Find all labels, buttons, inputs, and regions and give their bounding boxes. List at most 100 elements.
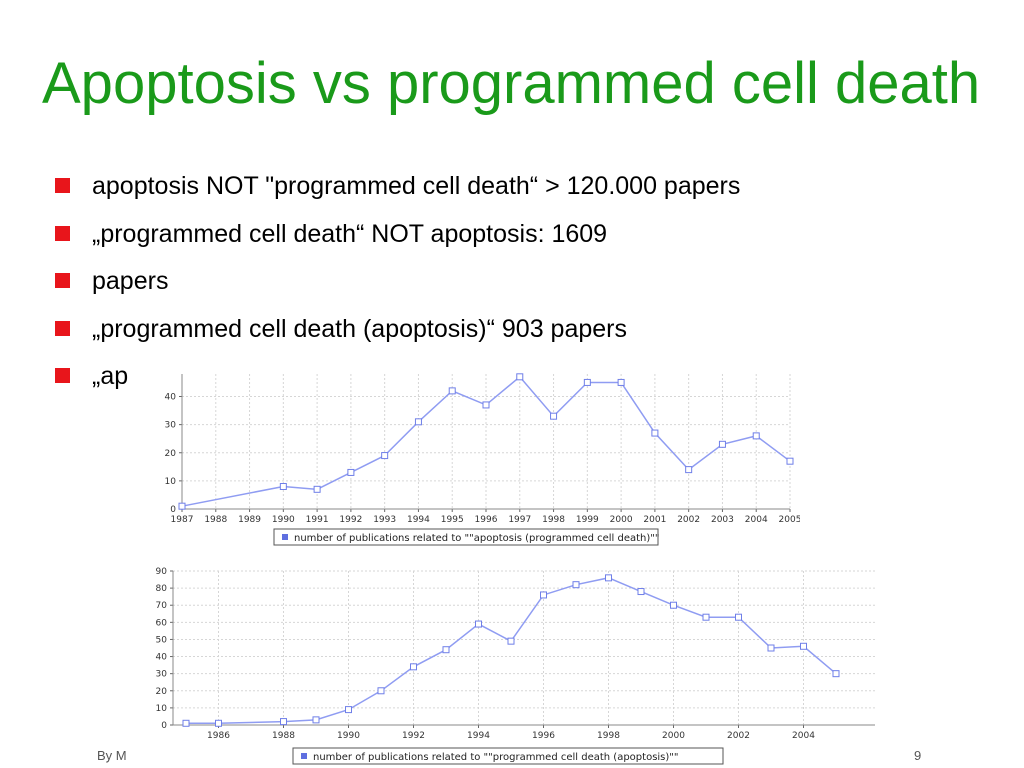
data-point bbox=[702, 613, 710, 621]
x-tick-label: 2002 bbox=[727, 731, 750, 741]
data-point bbox=[345, 706, 352, 714]
data-point bbox=[605, 574, 612, 582]
x-tick-label: 1993 bbox=[373, 515, 396, 525]
x-tick-label: 1992 bbox=[402, 731, 425, 741]
x-tick-label: 1991 bbox=[306, 515, 329, 525]
legend-label: number of publications related to ""apop… bbox=[294, 533, 660, 544]
publications-chart-apoptosis: 0 10 20 30 40 1987 1988 1989 1990 1991 1992 1993 199… bbox=[140, 366, 800, 546]
y-tick-label: 90 bbox=[156, 567, 168, 577]
data-point bbox=[414, 418, 422, 426]
x-tick-label: 1990 bbox=[337, 731, 360, 741]
data-point bbox=[279, 483, 287, 490]
data-point bbox=[516, 373, 524, 381]
series-line bbox=[186, 577, 837, 725]
bullet-square-icon bbox=[55, 368, 70, 383]
data-point bbox=[550, 412, 558, 420]
data-point bbox=[482, 401, 490, 409]
data-point bbox=[617, 378, 625, 386]
bullet-text: „programmed cell death (apoptosis)“ 903 … bbox=[92, 314, 627, 343]
data-point bbox=[718, 440, 726, 448]
y-tick-label: 10 bbox=[165, 477, 177, 487]
y-tick-label: 20 bbox=[165, 449, 177, 459]
bullet-text: papers bbox=[92, 267, 169, 295]
y-tick-label: 30 bbox=[156, 670, 168, 680]
data-point bbox=[280, 718, 287, 726]
bullet-square-icon bbox=[55, 273, 70, 288]
legend-swatch bbox=[301, 753, 307, 759]
x-tick-label: 1994 bbox=[467, 731, 490, 741]
bullet-text: apoptosis NOT "programmed cell death“ > … bbox=[92, 172, 741, 200]
bullet-square-icon bbox=[55, 178, 70, 193]
data-point bbox=[637, 588, 645, 596]
data-point bbox=[507, 637, 515, 645]
y-tick-label: 0 bbox=[170, 505, 176, 515]
legend-swatch bbox=[282, 534, 288, 540]
x-tick-label: 2003 bbox=[711, 515, 734, 525]
data-point bbox=[767, 644, 775, 652]
data-point bbox=[800, 642, 807, 650]
legend-box bbox=[273, 528, 659, 546]
y-tick-label: 30 bbox=[165, 421, 177, 431]
x-tick-label: 1996 bbox=[475, 515, 498, 525]
y-tick-label: 0 bbox=[161, 721, 167, 731]
x-tick-label: 1994 bbox=[407, 515, 430, 525]
data-point bbox=[583, 378, 591, 386]
x-tick-label: 2005 bbox=[779, 515, 800, 525]
data-point bbox=[786, 457, 794, 465]
page-number: 9 bbox=[914, 748, 922, 763]
publications-chart-programmed-cell-death: 0 10 20 30 40 50 60 70 80 90 1986 1988 1990 1992 1994 1… bbox=[140, 562, 900, 768]
data-point bbox=[377, 687, 385, 695]
x-tick-label: 1989 bbox=[238, 515, 261, 525]
data-point bbox=[735, 613, 742, 621]
y-tick-label: 40 bbox=[156, 653, 168, 663]
data-point bbox=[313, 485, 321, 493]
legend-label: number of publications related to ""prog… bbox=[313, 752, 679, 763]
y-tick-label: 70 bbox=[156, 601, 168, 611]
data-point bbox=[182, 719, 190, 727]
x-tick-label: 1996 bbox=[532, 731, 555, 741]
x-tick-label: 1999 bbox=[576, 515, 599, 525]
data-point bbox=[178, 502, 186, 510]
x-tick-label: 2000 bbox=[610, 515, 633, 525]
bullet-text: „programmed cell death“ NOT apoptosis: 1… bbox=[92, 219, 608, 248]
data-point bbox=[572, 581, 580, 589]
data-point bbox=[832, 670, 840, 678]
data-point bbox=[215, 719, 222, 727]
data-point bbox=[685, 466, 693, 474]
data-point bbox=[410, 663, 417, 671]
y-tick-label: 20 bbox=[156, 687, 168, 697]
data-point bbox=[448, 387, 456, 395]
bullet-text: „ap bbox=[92, 362, 129, 390]
data-point bbox=[651, 429, 659, 437]
data-point bbox=[381, 452, 389, 460]
x-tick-label: 1992 bbox=[339, 515, 362, 525]
x-tick-label: 1988 bbox=[204, 515, 227, 525]
x-tick-label: 1998 bbox=[597, 731, 620, 741]
legend-box bbox=[292, 747, 724, 765]
y-tick-label: 10 bbox=[156, 704, 168, 714]
x-tick-label: 1987 bbox=[171, 515, 194, 525]
y-tick-label: 40 bbox=[165, 393, 177, 403]
y-tick-label: 60 bbox=[156, 618, 168, 628]
plot-area bbox=[173, 571, 875, 725]
x-tick-label: 2004 bbox=[792, 731, 815, 741]
x-tick-label: 1995 bbox=[441, 515, 464, 525]
chart-svg: 0 10 20 30 40 1987 1988 1989 1990 1991 1992 1993 199… bbox=[165, 373, 800, 546]
y-tick-label: 80 bbox=[156, 584, 168, 594]
slide-title: Apoptosis vs programmed cell death bbox=[42, 51, 981, 116]
x-tick-label: 1988 bbox=[272, 731, 295, 741]
bullet-square-icon bbox=[55, 320, 70, 336]
data-point bbox=[540, 591, 547, 599]
footer-author: By M bbox=[97, 748, 127, 763]
x-tick-label: 1998 bbox=[542, 515, 565, 525]
data-point bbox=[670, 601, 677, 609]
data-point bbox=[475, 620, 482, 628]
x-tick-label: 1997 bbox=[508, 515, 531, 525]
data-point bbox=[347, 468, 355, 476]
x-tick-label: 2000 bbox=[662, 731, 685, 741]
x-tick-label: 1986 bbox=[207, 731, 230, 741]
x-tick-label: 1990 bbox=[272, 515, 295, 525]
y-tick-label: 50 bbox=[156, 635, 168, 645]
chart-svg: 0 10 20 30 40 50 60 70 80 90 1986 1988 1990 1992 1994 1… bbox=[156, 567, 875, 765]
x-tick-label: 2004 bbox=[745, 515, 768, 525]
